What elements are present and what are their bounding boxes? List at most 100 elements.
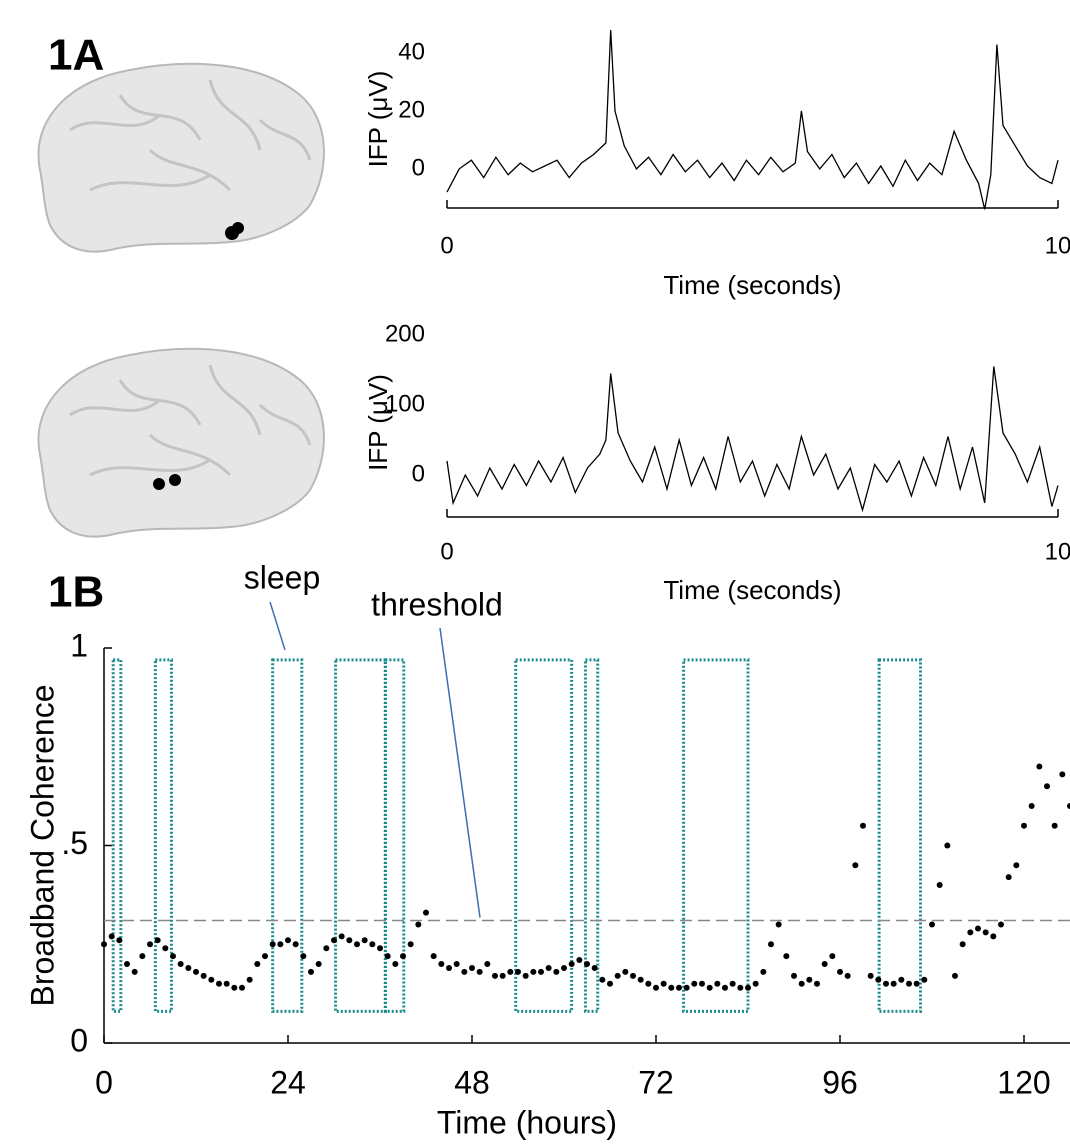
point (285, 937, 291, 944)
y-tick-label: 0 (70, 1022, 88, 1058)
point (952, 972, 958, 979)
point (101, 941, 107, 948)
sleep-box (111, 658, 123, 1013)
x-tick-label: 24 (270, 1064, 306, 1100)
point (407, 941, 414, 948)
point (177, 961, 184, 967)
point (814, 980, 820, 987)
sleep-box (383, 658, 406, 1013)
point (415, 921, 422, 928)
point (936, 882, 943, 888)
y-tick-label: 100 (385, 390, 425, 417)
point (561, 964, 567, 971)
y-tick-label: 40 (398, 38, 425, 65)
point (898, 976, 905, 983)
point (568, 961, 575, 967)
sleep-box (271, 658, 304, 1013)
y-tick-label: 20 (398, 96, 425, 123)
point (538, 968, 544, 975)
point (837, 968, 843, 975)
point (469, 964, 475, 971)
point (791, 972, 797, 979)
y-tick-label: 0 (412, 154, 425, 181)
point (438, 961, 445, 967)
x-tick-label: 72 (638, 1064, 674, 1100)
point (1059, 771, 1066, 778)
sleep-box (877, 658, 922, 1013)
point (346, 937, 353, 944)
x-tick-label: 10 (1045, 232, 1070, 259)
point (292, 941, 299, 948)
point (162, 945, 169, 952)
point (1005, 874, 1012, 881)
point (223, 980, 230, 987)
point (446, 964, 452, 971)
point (975, 925, 981, 932)
point (844, 972, 851, 979)
point (476, 968, 483, 975)
point (783, 953, 790, 960)
point (423, 909, 429, 916)
point (1044, 783, 1050, 790)
point (384, 953, 391, 960)
x-axis-label: Time (seconds) (663, 270, 841, 300)
point (254, 961, 261, 967)
point (929, 921, 935, 928)
x-tick-label: 0 (95, 1064, 113, 1100)
point (147, 941, 153, 948)
point (890, 980, 897, 987)
y-axis-label: IFP (μV) (363, 374, 393, 471)
point (400, 953, 406, 960)
point (959, 941, 966, 948)
point (231, 984, 238, 991)
point (269, 941, 276, 948)
y-tick-label: 1 (70, 627, 88, 663)
point (515, 968, 521, 975)
point (530, 968, 537, 975)
point (660, 980, 667, 987)
point (246, 976, 253, 983)
point (308, 968, 314, 975)
point (737, 984, 744, 991)
point (522, 972, 529, 979)
point (584, 961, 590, 967)
point (430, 953, 437, 960)
point (131, 968, 138, 975)
x-tick-label: 10 (1045, 538, 1070, 565)
point (116, 937, 123, 944)
point (706, 984, 713, 991)
sleep-box (583, 658, 600, 1013)
point (323, 945, 330, 952)
point (913, 980, 920, 987)
point (361, 937, 368, 944)
y-axis-label: IFP (μV) (363, 71, 393, 168)
sleep-leader (269, 601, 286, 651)
point (599, 976, 606, 983)
point (944, 842, 951, 849)
x-tick-label: 96 (822, 1064, 858, 1100)
point (798, 980, 805, 987)
point (300, 953, 307, 960)
threshold-label: threshold (371, 586, 503, 622)
point (622, 968, 629, 975)
y-axis-label: Broadband Coherence (24, 684, 60, 1006)
x-tick-label: 48 (454, 1064, 490, 1100)
point (714, 980, 721, 987)
point (875, 976, 882, 983)
point (668, 984, 675, 991)
point (239, 984, 245, 991)
point (607, 980, 613, 987)
point (1021, 822, 1027, 829)
point (921, 976, 928, 983)
panel-label: 1B (48, 568, 104, 617)
point (676, 984, 682, 991)
point (499, 972, 506, 979)
point (990, 933, 997, 940)
point (860, 822, 866, 829)
point (653, 984, 659, 991)
point (492, 972, 498, 979)
point (1067, 803, 1070, 809)
point (338, 933, 345, 940)
